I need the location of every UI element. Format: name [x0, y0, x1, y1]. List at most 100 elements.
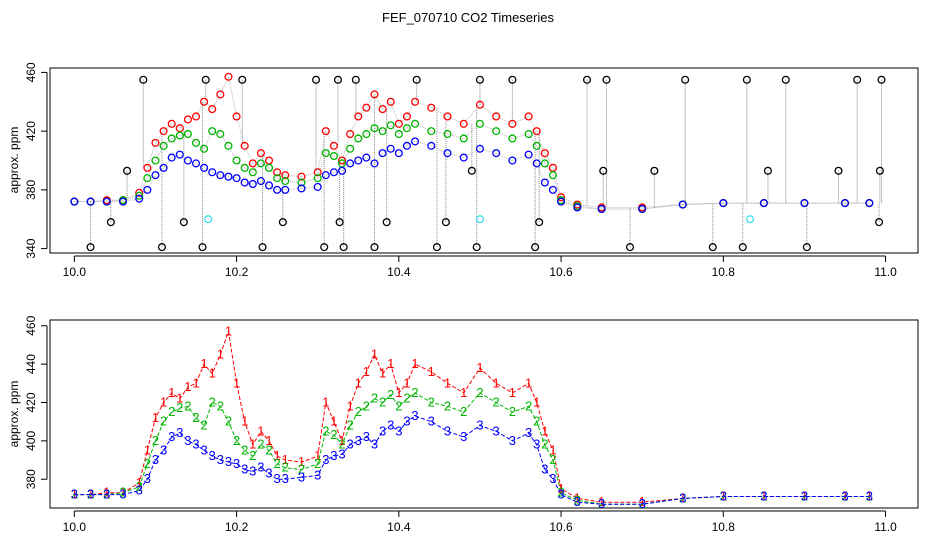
marker-series-2: 2	[241, 442, 248, 457]
marker-series-3: 3	[217, 452, 224, 467]
point-series-2	[175, 131, 184, 140]
marker-series-1: 1	[460, 385, 467, 400]
marker-series-2: 2	[274, 456, 281, 471]
marker-series-1: 1	[866, 488, 873, 503]
marker-series-3: 3	[201, 442, 208, 457]
marker-series-1: 1	[176, 391, 183, 406]
series-1-trace	[74, 75, 870, 208]
point-series-3	[224, 172, 233, 181]
bottom-x-tick-label: 10.6	[549, 520, 573, 534]
point-series-spikes	[650, 166, 659, 175]
top-panel: approx. ppm 10.0 10.2 10.4 10.6 10.8 11.0 340…	[7, 62, 919, 279]
point-series-spikes	[681, 75, 690, 84]
bottom-x-axis: 10.0 10.2 10.4 10.6 10.8 11.0	[63, 510, 897, 534]
point-series-spikes	[370, 243, 379, 252]
point-series-3	[183, 156, 192, 165]
point-series-3	[256, 177, 265, 186]
marker-series-3: 3	[557, 487, 564, 502]
point-series-1	[337, 156, 347, 165]
point-series-3	[362, 153, 371, 162]
point-series-3	[354, 156, 363, 165]
point-series-3	[337, 166, 347, 175]
bottom-y-tick-label: 400	[24, 431, 38, 451]
marker-series-2: 2	[493, 394, 500, 409]
point-series-2	[281, 177, 290, 186]
marker-series-1: 1	[639, 494, 646, 509]
point-series-3	[248, 179, 257, 189]
marker-series-3: 3	[355, 433, 362, 448]
point-series-2	[248, 168, 257, 177]
point-series-2	[354, 134, 363, 143]
marker-series-2: 2	[176, 400, 183, 415]
top-plot-frame	[49, 67, 919, 254]
point-series-3	[191, 159, 201, 168]
marker-series-2: 2	[428, 394, 435, 409]
line-series-3	[74, 415, 870, 505]
marker-series-1: 1	[144, 442, 151, 457]
marker-series-3: 3	[493, 423, 500, 438]
point-series-spikes	[802, 243, 811, 252]
marker-series-3: 3	[184, 433, 191, 448]
marker-series-3: 3	[233, 456, 240, 471]
marker-series-2: 2	[679, 490, 686, 505]
point-series-spikes	[432, 243, 441, 252]
top-y-tick-label: 460	[24, 62, 38, 82]
marker-series-2: 2	[119, 485, 126, 500]
point-series-spikes	[781, 75, 790, 84]
point-series-3	[370, 159, 379, 168]
marker-series-1: 1	[525, 375, 532, 390]
marker-series-3: 3	[841, 488, 848, 503]
bottom-y-tick-label: 440	[24, 354, 38, 374]
marker-series-1: 1	[184, 379, 191, 394]
marker-series-1: 1	[314, 448, 321, 463]
marker-series-2: 2	[314, 456, 321, 471]
point-series-cyan	[204, 215, 213, 224]
point-series-1	[159, 127, 168, 136]
point-series-3	[118, 197, 128, 206]
point-series-1	[394, 119, 403, 128]
marker-series-1: 1	[801, 488, 808, 503]
point-series-1	[256, 149, 265, 158]
point-series-2	[167, 134, 176, 143]
marker-series-3: 3	[347, 437, 354, 452]
point-series-spikes	[535, 218, 544, 227]
point-series-3	[378, 149, 387, 158]
top-x-tick-label: 10.0	[63, 265, 87, 279]
point-series-2	[143, 174, 152, 183]
point-series-1	[508, 119, 517, 128]
bottom-y-axis: 380 400 420 440 460	[24, 315, 48, 489]
point-series-3	[597, 204, 606, 214]
point-series-1	[175, 124, 184, 133]
point-series-3	[175, 150, 184, 159]
marker-series-2: 2	[395, 398, 402, 413]
point-series-2	[329, 152, 338, 161]
marker-series-3: 3	[679, 490, 686, 505]
point-series-3	[86, 197, 95, 206]
marker-series-3: 3	[509, 433, 516, 448]
marker-series-1: 1	[136, 475, 143, 490]
series-3-trace	[74, 140, 870, 210]
marker-series-3: 3	[598, 496, 605, 511]
marker-series-2: 2	[598, 496, 605, 511]
point-series-2	[264, 163, 274, 172]
point-series-spikes	[875, 166, 884, 175]
marker-series-3: 3	[639, 496, 646, 511]
marker-series-2: 2	[525, 398, 532, 413]
point-series-3	[143, 185, 152, 194]
marker-series-2: 2	[355, 404, 362, 419]
point-series-3	[508, 156, 517, 165]
marker-series-2: 2	[103, 487, 110, 502]
marker-series-2: 2	[87, 487, 94, 502]
marker-series-1: 1	[411, 356, 418, 371]
marker-series-3: 3	[168, 429, 175, 444]
marker-series-2: 2	[557, 485, 564, 500]
marker-series-2: 2	[233, 433, 240, 448]
marker-series-3: 3	[866, 488, 873, 503]
point-series-3	[532, 159, 541, 168]
chart-title: FEF_070710 CO2 Timeseries	[382, 10, 554, 25]
point-series-2	[548, 171, 558, 180]
bottom-x-tick-label: 10.2	[225, 520, 249, 534]
point-series-spikes	[258, 243, 267, 252]
marker-series-2: 2	[225, 414, 232, 429]
